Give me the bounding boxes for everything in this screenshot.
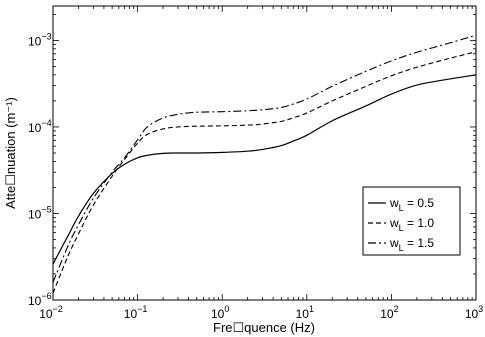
- y-tick-labels: 10−6 10−5 10−4 10−3: [28, 31, 52, 308]
- y-tick-label: 10−5: [28, 204, 52, 221]
- legend: wL = 0.5wL = 1.0wL = 1.5: [362, 186, 461, 256]
- y-tick-label: 10−3: [28, 31, 52, 48]
- x-axis-label: Fre☐quence (Hz): [213, 320, 315, 335]
- y-tick-label: 10−4: [28, 118, 52, 135]
- series-lines: [53, 34, 476, 294]
- x-tick-label: 103: [465, 304, 483, 321]
- series-line-2: [53, 51, 476, 294]
- x-tick-label: 100: [211, 304, 229, 321]
- legend-label-1: wL = 0.5: [389, 196, 434, 213]
- y-tick-label: 10−6: [28, 291, 52, 308]
- plot-frame: [52, 5, 477, 301]
- x-tick-label: 10−1: [124, 304, 148, 321]
- axis-ticks: [52, 6, 477, 301]
- x-tick-label: 101: [296, 304, 314, 321]
- y-axis-label: Atte☐nuation (m⁻¹): [3, 97, 18, 209]
- x-tick-label: 10−2: [39, 304, 63, 321]
- x-tick-label: 102: [380, 304, 398, 321]
- x-tick-labels: 10−2 10−1 100 101 102 103: [39, 304, 483, 321]
- series-line-3: [53, 34, 476, 283]
- legend-box: [362, 186, 461, 256]
